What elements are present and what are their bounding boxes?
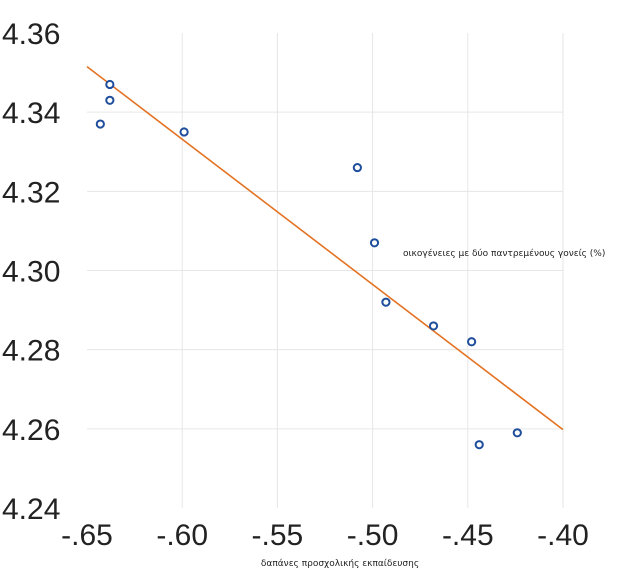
- x-tick-labels: -.65 -.60 -.55 -.50 -.45 -.40: [61, 519, 589, 552]
- data-point: [512, 428, 522, 438]
- x-tick-label: -.50: [347, 519, 399, 552]
- grid-lines: [87, 33, 564, 508]
- data-point: [428, 321, 439, 331]
- y-tick-label: 4.36: [2, 18, 60, 51]
- x-tick-label: -.60: [156, 519, 208, 552]
- data-point: [105, 79, 115, 90]
- x-tick-label: -.40: [537, 519, 589, 552]
- x-tick-label: -.65: [61, 519, 113, 552]
- y-tick-label: 4.26: [2, 414, 60, 447]
- data-points: [95, 79, 522, 450]
- trendline-layer: [86, 66, 564, 431]
- y-tick-label: 4.32: [2, 176, 60, 209]
- data-point: [95, 119, 105, 129]
- data-point: [467, 337, 477, 347]
- y-tick-labels: 4.24 4.26 4.28 4.30 4.32 4.34 4.36: [2, 18, 60, 526]
- data-point: [381, 297, 391, 307]
- y-tick-label: 4.24: [2, 493, 60, 526]
- x-tick-label: -.45: [442, 519, 494, 552]
- y-tick-label: 4.30: [2, 256, 60, 289]
- y-tick-label: 4.28: [2, 335, 60, 368]
- y-axis-label: οικογένειες με δύο παντρεμένους γονείς (…: [403, 248, 605, 259]
- x-axis-label: δαπάνες προσχολικής εκπαίδευσης: [261, 559, 419, 569]
- data-point: [179, 127, 189, 137]
- y-tick-label: 4.34: [2, 97, 60, 130]
- data-point: [369, 238, 380, 248]
- x-tick-label: -.55: [252, 519, 304, 552]
- trendline: [86, 66, 564, 431]
- data-point: [352, 162, 362, 173]
- data-point: [105, 95, 115, 105]
- data-point: [474, 440, 484, 450]
